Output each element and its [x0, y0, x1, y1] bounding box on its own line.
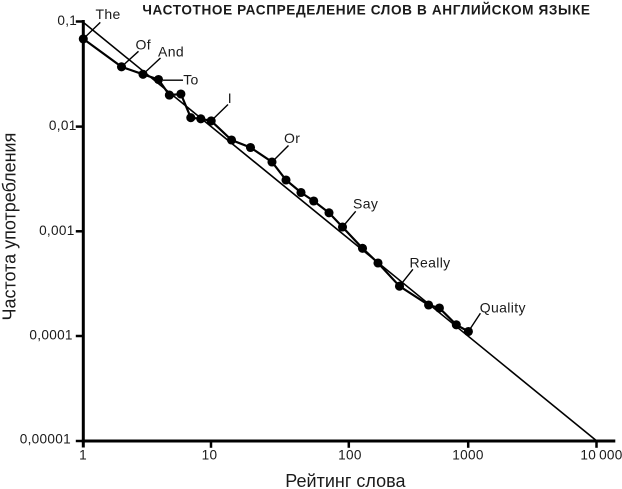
svg-text:Of: Of — [136, 37, 151, 53]
svg-text:0,0001: 0,0001 — [29, 328, 72, 343]
svg-text:0,00001: 0,00001 — [20, 431, 71, 446]
svg-text:0,001: 0,001 — [39, 223, 75, 238]
svg-text:Quality: Quality — [480, 300, 526, 316]
svg-text:10: 10 — [202, 448, 218, 463]
svg-text:0,01: 0,01 — [49, 118, 77, 133]
svg-text:1: 1 — [79, 448, 87, 463]
svg-text:0,1: 0,1 — [57, 13, 77, 28]
svg-text:Say: Say — [353, 196, 378, 212]
svg-text:To: To — [183, 72, 199, 88]
svg-text:The: The — [96, 6, 121, 22]
svg-text:And: And — [158, 44, 184, 60]
svg-text:10 000: 10 000 — [580, 448, 622, 463]
svg-text:I: I — [228, 90, 232, 106]
svg-text:Рейтинг слова: Рейтинг слова — [285, 471, 406, 489]
svg-text:100: 100 — [338, 448, 362, 463]
svg-text:Частота употребления: Частота употребления — [0, 133, 20, 321]
svg-text:Really: Really — [410, 254, 451, 270]
svg-text:1000: 1000 — [452, 448, 484, 463]
svg-text:ЧАСТОТНОЕ РАСПРЕДЕЛЕНИЕ СЛОВ В: ЧАСТОТНОЕ РАСПРЕДЕЛЕНИЕ СЛОВ В АНГЛИЙСКО… — [142, 3, 590, 18]
svg-text:Or: Or — [284, 130, 300, 146]
